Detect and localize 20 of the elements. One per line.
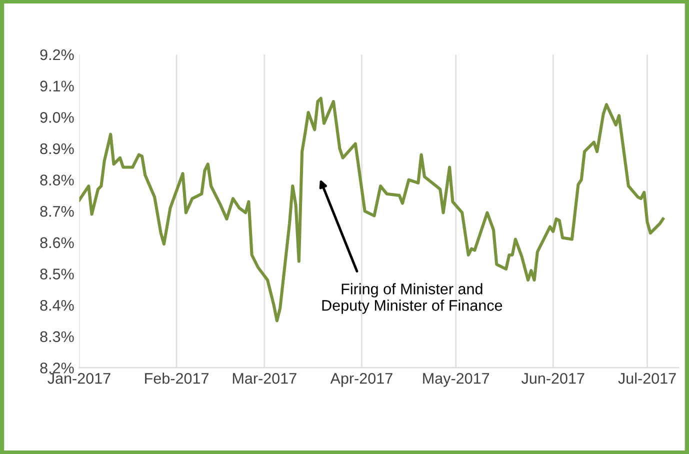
annotation: Firing of Minister and Deputy Minister of Finance [322, 283, 502, 314]
x-tick-label: Jun-2017 [522, 373, 584, 384]
x-tick-label: Jul-2017 [618, 372, 676, 384]
x-tick-label: Feb-2017 [145, 372, 208, 384]
x-tick-label: May-2017 [423, 373, 490, 387]
y-tick-label: 8.2% [40, 362, 74, 374]
y-tick-label: 8.7% [40, 206, 74, 217]
y-tick-label: 8.4% [40, 300, 74, 311]
y-tick-label: 9.1% [40, 80, 74, 92]
y-tick-label: 9.2% [40, 49, 74, 60]
y-tick-label: 8.3% [40, 331, 74, 342]
y-tick-label: 9.0% [40, 112, 74, 123]
x-tick-label: Jan-2017 [48, 373, 110, 384]
line-series [79, 96, 665, 322]
y-tick-label: 8.5% [40, 268, 74, 280]
y-tick-label: 8.8% [40, 174, 74, 186]
x-tick-label: Apr-2017 [330, 373, 392, 387]
y-tick-label: 8.6% [40, 237, 74, 248]
y-tick-label: 8.9% [40, 143, 74, 154]
x-tick-label: Mar-2017 [232, 373, 296, 384]
